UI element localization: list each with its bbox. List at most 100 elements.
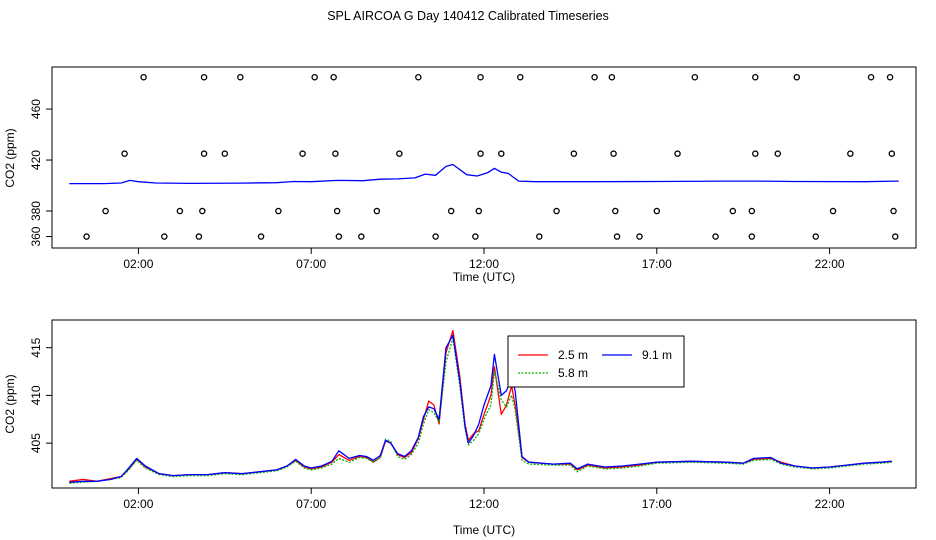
marker-point [553, 207, 560, 215]
co2-timeseries-panel-top: 02:00 07:00 12:00 17:00 22:00 360 380 420 460 T… [3, 66, 917, 284]
marker-point [121, 150, 128, 157]
x-tick-label: 02:00 [123, 497, 153, 511]
marker-point [748, 233, 756, 240]
plot-marks [69, 73, 899, 240]
marker-point [608, 73, 616, 81]
marker-point [299, 150, 306, 157]
x-axis-label: Time (UTC) [453, 270, 515, 284]
marker-point [867, 73, 875, 81]
plot-marks [69, 329, 892, 484]
marker-point [83, 233, 90, 240]
y-tick-label: 460 [29, 99, 43, 119]
marker-point [275, 207, 282, 215]
y-tick-label: 405 [29, 433, 43, 453]
marker-point [517, 73, 524, 81]
series-line-co2 [69, 163, 899, 185]
marker-point [333, 207, 341, 215]
y-tick-label: 380 [29, 201, 43, 221]
marker-point [691, 73, 699, 81]
x-axis: 02:00 07:00 12:00 17:00 22:00 [123, 488, 845, 511]
y-tick-label: 415 [29, 337, 43, 357]
marker-point [570, 150, 578, 157]
marker-point [335, 233, 343, 240]
y-axis-label: CO2 (ppm) [3, 128, 17, 187]
marker-point [613, 233, 621, 240]
x-tick-label: 12:00 [469, 257, 499, 271]
marker-point [477, 73, 484, 81]
plot-frame [51, 66, 917, 249]
marker-point [612, 207, 619, 215]
marker-point [102, 207, 109, 215]
marker-point [332, 150, 339, 157]
marker-point [472, 233, 479, 240]
marker-point [140, 73, 147, 81]
marker-point [200, 73, 208, 81]
y-axis: 360 380 420 460 [29, 99, 52, 247]
marker-point [373, 207, 381, 215]
x-tick-label: 22:00 [815, 497, 845, 511]
marker-point [712, 233, 719, 240]
marker-point [396, 150, 403, 157]
y-tick-label: 360 [29, 226, 43, 246]
marker-point [847, 150, 854, 157]
marker-point [752, 73, 759, 81]
y-tick-label: 420 [29, 150, 43, 170]
marker-point [221, 150, 229, 157]
x-tick-label: 12:00 [469, 497, 499, 511]
series-line-5-8-m [69, 337, 892, 484]
marker-point [892, 233, 899, 240]
x-tick-label: 17:00 [642, 257, 672, 271]
marker-point [199, 207, 206, 215]
marker-point [886, 73, 894, 81]
series-line-9-1-m [69, 334, 892, 483]
marker-point [200, 150, 208, 157]
y-axis: 405 410 415 [29, 337, 52, 453]
marker-point [812, 233, 820, 240]
marker-point [591, 73, 598, 81]
x-tick-label: 07:00 [296, 497, 326, 511]
marker-point [330, 73, 337, 81]
marker-point [432, 233, 439, 240]
legend-label-9-1m: 9.1 m [642, 348, 672, 362]
x-tick-label: 22:00 [815, 257, 845, 271]
marker-point [415, 73, 422, 81]
marker-point [636, 233, 643, 240]
x-tick-label: 02:00 [123, 257, 153, 271]
marker-point [890, 207, 897, 215]
marker-point [176, 207, 184, 215]
page-title: SPL AIRCOA G Day 140412 Calibrated Times… [327, 9, 609, 23]
marker-point [793, 73, 801, 81]
legend: 2.5 m 5.8 m 9.1 m [507, 335, 685, 388]
marker-point [610, 150, 617, 157]
x-tick-label: 07:00 [296, 257, 326, 271]
x-axis: 02:00 07:00 12:00 17:00 22:00 [123, 248, 845, 271]
y-tick-label: 410 [29, 385, 43, 405]
marker-point [653, 207, 661, 215]
legend-box [507, 335, 685, 388]
co2-timeseries-panel-bottom: 02:00 07:00 12:00 17:00 22:00 405 410 415 Time… [3, 319, 917, 537]
marker-point [829, 207, 837, 215]
marker-point [358, 233, 365, 240]
marker-point [536, 233, 543, 240]
marker-point [195, 233, 203, 240]
series-line-2-5-m [69, 329, 892, 482]
legend-label-2-5m: 2.5 m [558, 348, 588, 362]
marker-point [888, 150, 896, 157]
legend-label-5-8m: 5.8 m [558, 366, 588, 380]
marker-point [237, 73, 244, 81]
marker-point [477, 150, 484, 157]
marker-point [257, 233, 265, 240]
marker-point [475, 207, 483, 215]
marker-point [311, 73, 318, 81]
y-axis-label: CO2 (ppm) [3, 374, 17, 433]
marker-point [161, 233, 168, 240]
marker-point [729, 207, 737, 215]
marker-point [447, 207, 455, 215]
marker-point [674, 150, 681, 157]
marker-point [748, 207, 756, 215]
x-axis-label: Time (UTC) [453, 523, 515, 537]
marker-point [498, 150, 505, 157]
marker-point [752, 150, 759, 157]
marker-point [774, 150, 782, 157]
